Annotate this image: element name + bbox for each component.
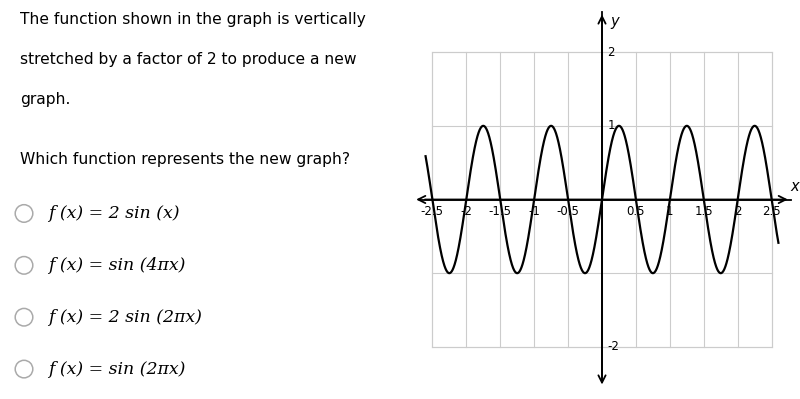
Text: f (x) = sin (2πx): f (x) = sin (2πx)	[48, 361, 186, 377]
Text: -1.5: -1.5	[489, 205, 512, 218]
Text: -2: -2	[607, 340, 619, 354]
Text: 1: 1	[666, 205, 674, 218]
Text: x: x	[790, 179, 799, 194]
Text: f (x) = 2 sin (2πx): f (x) = 2 sin (2πx)	[48, 309, 202, 326]
Text: Which function represents the new graph?: Which function represents the new graph?	[20, 152, 350, 167]
Text: 2: 2	[607, 45, 615, 59]
Text: stretched by a factor of 2 to produce a new: stretched by a factor of 2 to produce a …	[20, 52, 357, 67]
Text: graph.: graph.	[20, 92, 70, 107]
Text: f (x) = sin (4πx): f (x) = sin (4πx)	[48, 257, 186, 274]
Bar	[432, 52, 772, 347]
Text: -1: -1	[528, 205, 540, 218]
Text: 0.5: 0.5	[626, 205, 645, 218]
Text: 2.5: 2.5	[762, 205, 781, 218]
Text: -2.5: -2.5	[421, 205, 444, 218]
Text: -2: -2	[460, 205, 472, 218]
Text: The function shown in the graph is vertically: The function shown in the graph is verti…	[20, 12, 366, 27]
Text: 1: 1	[607, 119, 615, 132]
Text: 2: 2	[734, 205, 742, 218]
Text: 1.5: 1.5	[694, 205, 713, 218]
Text: -0.5: -0.5	[557, 205, 579, 218]
Text: y: y	[611, 14, 619, 29]
Text: f (x) = 2 sin (x): f (x) = 2 sin (x)	[48, 205, 179, 222]
